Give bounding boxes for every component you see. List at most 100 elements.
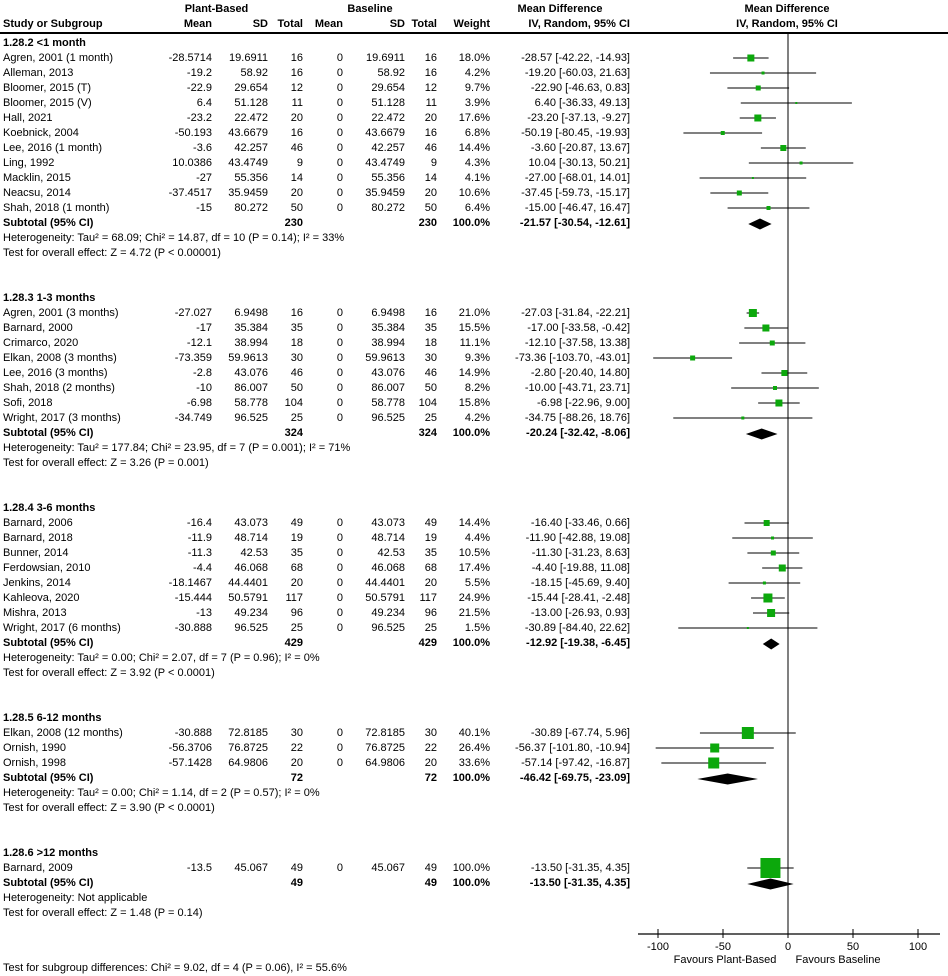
mean-baseline: 0 [336,757,343,769]
total-plant: 20 [290,112,303,124]
ci-text: 6.40 [-36.33, 49.13] [534,97,630,109]
subtotal-diamond [762,638,780,650]
weight: 5.5% [464,577,490,589]
mean-baseline: 0 [336,862,343,874]
weight: 21.0% [458,307,490,319]
total-plant: 20 [290,187,303,199]
total-plant: 46 [290,367,303,379]
sd-plant: 96.525 [234,412,268,424]
total-baseline: 72 [424,772,437,784]
mean-plant: -27 [196,172,212,184]
sd-plant: 48.714 [234,532,268,544]
total-baseline: 46 [424,142,437,154]
effect-marker [773,386,777,390]
total-plant: 50 [290,202,303,214]
weight: 21.5% [458,607,490,619]
mean-plant: -4.4 [193,562,212,574]
mean-plant: -56.3706 [168,742,212,754]
weight: 6.8% [464,127,490,139]
study-label: Barnard, 2009 [3,862,73,874]
total-plant: 49 [290,862,303,874]
ci-text: -34.75 [-88.26, 18.76] [524,412,630,424]
mean-plant: -2.8 [193,367,212,379]
subgroup-differences-note: Test for subgroup differences: Chi² = 9.… [3,962,347,974]
heterogeneity-note: Heterogeneity: Tau² = 177.84; Chi² = 23.… [3,442,351,454]
sd-baseline: 38.994 [371,337,405,349]
total-baseline: 35 [424,547,437,559]
study-label: Lee, 2016 (1 month) [3,142,103,154]
subtotal-diamond [745,428,778,440]
overall-effect-note: Test for overall effect: Z = 4.72 (P < 0… [3,247,221,259]
col-header-total-baseline: Total [411,18,437,30]
total-plant: 68 [290,562,303,574]
ci-text: -20.24 [-32.42, -8.06] [526,427,630,439]
mean-baseline: 0 [336,82,343,94]
weight: 100.0% [452,862,490,874]
study-label: Neacsu, 2014 [3,187,71,199]
ci-text: -15.00 [-46.47, 16.47] [524,202,630,214]
mean-baseline: 0 [336,52,343,64]
sd-plant: 35.9459 [228,187,268,199]
sd-baseline: 59.9613 [365,352,405,364]
overall-effect-note: Test for overall effect: Z = 3.92 (P < 0… [3,667,215,679]
total-baseline: 117 [419,592,437,604]
sd-baseline: 96.525 [371,622,405,634]
total-baseline: 18 [424,337,437,349]
study-label: Elkan, 2008 (3 months) [3,352,117,364]
weight: 33.6% [458,757,490,769]
section-title: 1.28.6 >12 months [3,847,99,859]
effect-marker [720,131,725,135]
total-baseline: 68 [424,562,437,574]
total-baseline: 230 [418,217,437,229]
ci-text: -2.80 [-20.40, 14.80] [530,367,630,379]
weight: 10.5% [458,547,490,559]
subtotal-label: Subtotal (95% CI) [3,877,94,889]
study-label: Agren, 2001 (3 months) [3,307,119,319]
weight: 3.9% [464,97,490,109]
ci-text: -73.36 [-103.70, -43.01] [515,352,630,364]
effect-marker [690,355,696,361]
total-plant: 324 [284,427,303,439]
sd-baseline: 42.257 [371,142,405,154]
col-header-ci-plot: IV, Random, 95% CI [736,18,838,30]
ci-text: -22.90 [-46.63, 0.83] [530,82,630,94]
effect-marker [754,114,762,122]
mean-plant: -13.5 [186,862,212,874]
study-label: Jenkins, 2014 [3,577,71,589]
total-plant: 30 [290,352,303,364]
study-label: Elkan, 2008 (12 months) [3,727,123,739]
ci-text: -56.37 [-101.80, -10.94] [515,742,630,754]
study-label: Ferdowsian, 2010 [3,562,91,574]
total-plant: 25 [290,622,303,634]
col-header-mean-plant: Mean [183,18,212,30]
mean-baseline: 0 [336,172,343,184]
sd-baseline: 35.384 [371,322,405,334]
total-plant: 12 [290,82,303,94]
sd-baseline: 35.9459 [365,187,405,199]
sd-baseline: 29.654 [371,82,405,94]
mean-baseline: 0 [336,547,343,559]
sd-plant: 42.53 [240,547,268,559]
effect-marker [771,536,775,540]
weight: 9.3% [464,352,490,364]
weight: 14.4% [458,142,490,154]
study-label: Shah, 2018 (2 months) [3,382,115,394]
col-header-ci-text: IV, Random, 95% CI [528,18,630,30]
ci-text: -18.15 [-45.69, 9.40] [530,577,630,589]
ci-text: -30.89 [-67.74, 5.96] [530,727,630,739]
study-label: Hall, 2021 [3,112,53,124]
mean-baseline: 0 [336,322,343,334]
ci-text: -10.00 [-43.71, 23.71] [524,382,630,394]
subtotal-diamond [748,218,772,230]
weight: 14.4% [458,517,490,529]
mean-baseline: 0 [336,532,343,544]
ci-text: -12.10 [-37.58, 13.38] [524,337,630,349]
total-plant: 30 [290,727,303,739]
total-baseline: 12 [424,82,437,94]
sd-plant: 72.8185 [228,727,268,739]
ci-text: -3.60 [-20.87, 13.67] [530,142,630,154]
col-header-weight: Weight [453,18,490,30]
sd-plant: 49.234 [234,607,268,619]
mean-baseline: 0 [336,592,343,604]
effect-marker [762,324,770,332]
